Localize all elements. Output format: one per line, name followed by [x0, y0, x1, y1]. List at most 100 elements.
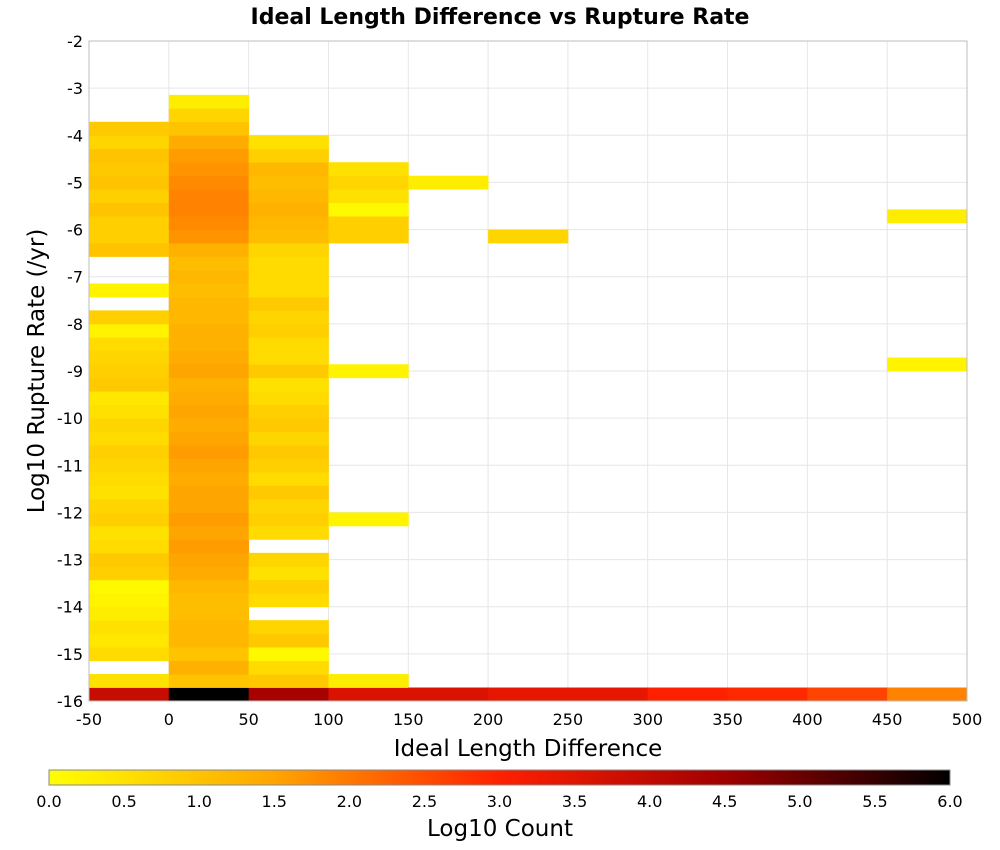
- heatmap-cell: [248, 391, 329, 406]
- heatmap-cell: [89, 498, 170, 513]
- heatmap-cell: [248, 633, 329, 648]
- colorbar-tick-label: 3.5: [562, 792, 587, 811]
- heatmap-cell: [248, 148, 329, 163]
- heatmap-cell: [248, 687, 329, 702]
- heatmap-cell: [89, 552, 170, 567]
- heatmap-cell: [248, 350, 329, 365]
- heatmap-cell: [168, 350, 250, 365]
- heatmap-cell: [89, 377, 170, 392]
- heatmap-cell: [168, 674, 250, 688]
- x-tick-label: 150: [393, 710, 424, 729]
- heatmap-cell: [248, 593, 329, 608]
- y-tick-label: -12: [57, 503, 83, 522]
- heatmap-cell: [408, 175, 489, 190]
- colorbar-tick-label: 0.0: [36, 792, 61, 811]
- x-axis-label: Ideal Length Difference: [394, 736, 663, 762]
- plot-frame: [88, 40, 968, 702]
- heatmap-cell: [168, 525, 250, 540]
- heatmap-cell: [168, 269, 250, 284]
- y-tick-label: -16: [57, 692, 83, 711]
- heatmap-cell: [248, 283, 329, 298]
- heatmap-cell: [328, 162, 409, 177]
- heatmap-cell: [567, 687, 649, 702]
- heatmap-cell: [248, 525, 329, 540]
- heatmap-cell: [168, 391, 250, 406]
- heatmap-cell: [168, 418, 250, 433]
- colorbar-ticks: 0.0 0.5 1.0 1.5 2.0 2.5 3.0 3.5 4.0 4.5 5.0 5.5 6.0: [36, 792, 962, 811]
- heatmap-cell: [248, 674, 329, 688]
- heatmap-cell: [168, 472, 250, 486]
- heatmap-cell: [168, 94, 250, 109]
- heatmap-cell: [168, 310, 250, 325]
- heatmap-cell: [248, 162, 329, 177]
- heatmap-cell: [89, 606, 170, 621]
- heatmap-cell: [248, 216, 329, 230]
- heatmap-cell: [89, 310, 170, 325]
- heatmap-cell: [168, 175, 250, 190]
- heatmap-cell: [168, 404, 250, 419]
- heatmap-cell: [248, 189, 329, 204]
- heatmap-cell: [328, 364, 409, 379]
- heatmap-cell: [168, 633, 250, 648]
- heatmap-cell: [168, 458, 250, 473]
- heatmap-cell: [168, 229, 250, 244]
- plot-area: [88, 40, 968, 702]
- heatmap-cell: [328, 175, 409, 190]
- heatmap-cell: [248, 377, 329, 392]
- colorbar-tick-label: 5.5: [862, 792, 887, 811]
- heatmap-cell: [168, 202, 250, 217]
- heatmap-cell: [168, 647, 250, 661]
- x-tick-label: 250: [553, 710, 584, 729]
- heatmap-cell: [89, 445, 170, 459]
- heatmap-cell: [248, 445, 329, 459]
- heatmap-cell: [89, 566, 170, 581]
- heatmap-cell: [807, 687, 888, 702]
- colorbar-tick-label: 5.0: [787, 792, 812, 811]
- x-tick-label: 450: [872, 710, 903, 729]
- colorbar-tick-label: 6.0: [937, 792, 962, 811]
- y-tick-label: -5: [67, 173, 83, 192]
- heatmap-cell: [89, 539, 170, 554]
- y-axis-ticks: -2 -3 -4 -5 -6 -7 -8 -9 -10 -11 -12 -13 -14 -15 -16: [57, 32, 83, 711]
- heatmap-cell: [89, 283, 170, 298]
- y-tick-label: -6: [67, 221, 83, 240]
- heatmap-cell: [647, 687, 728, 702]
- colorbar-gradient: [48, 769, 951, 786]
- heatmap-cell: [168, 256, 250, 271]
- heatmap-cell: [89, 687, 170, 702]
- heatmap-cell: [89, 593, 170, 608]
- heatmap-cell: [248, 660, 329, 675]
- heatmap-cell: [89, 579, 170, 594]
- heatmap-cell: [248, 296, 329, 311]
- y-tick-label: -8: [67, 315, 83, 334]
- x-tick-label: 50: [238, 710, 258, 729]
- colorbar-tick-label: 3.0: [487, 792, 512, 811]
- y-tick-label: -3: [67, 79, 83, 98]
- heatmap-cell: [89, 323, 170, 338]
- heatmap-cell: [248, 337, 329, 352]
- y-tick-label: -4: [67, 126, 83, 145]
- heatmap-cell: [168, 121, 250, 136]
- heatmap-cell: [89, 135, 170, 150]
- heatmap-cell: [89, 472, 170, 486]
- heatmap-cell: [168, 485, 250, 500]
- heatmap-cell: [89, 121, 170, 136]
- heatmap-cell: [168, 620, 250, 635]
- heatmap-cell: [168, 337, 250, 352]
- heatmap-cell: [887, 357, 968, 372]
- y-tick-label: -14: [57, 598, 83, 617]
- heatmap-cell: [248, 579, 329, 594]
- heatmap-cell: [168, 243, 250, 257]
- heatmap-cell: [248, 269, 329, 284]
- x-axis-ticks: -50 0 50 100 150 200 250 300 350 400 450 500: [76, 710, 982, 729]
- colorbar-tick-label: 1.0: [186, 792, 211, 811]
- heatmap-cell: [248, 566, 329, 581]
- colorbar-tick-label: 4.5: [712, 792, 737, 811]
- heatmap-cell: [488, 229, 569, 244]
- heatmap-cell: [89, 243, 170, 257]
- heatmap-cell: [168, 162, 250, 177]
- y-tick-label: -10: [57, 409, 83, 428]
- heatmap-cell: [168, 283, 250, 298]
- heatmap-cell: [248, 135, 329, 150]
